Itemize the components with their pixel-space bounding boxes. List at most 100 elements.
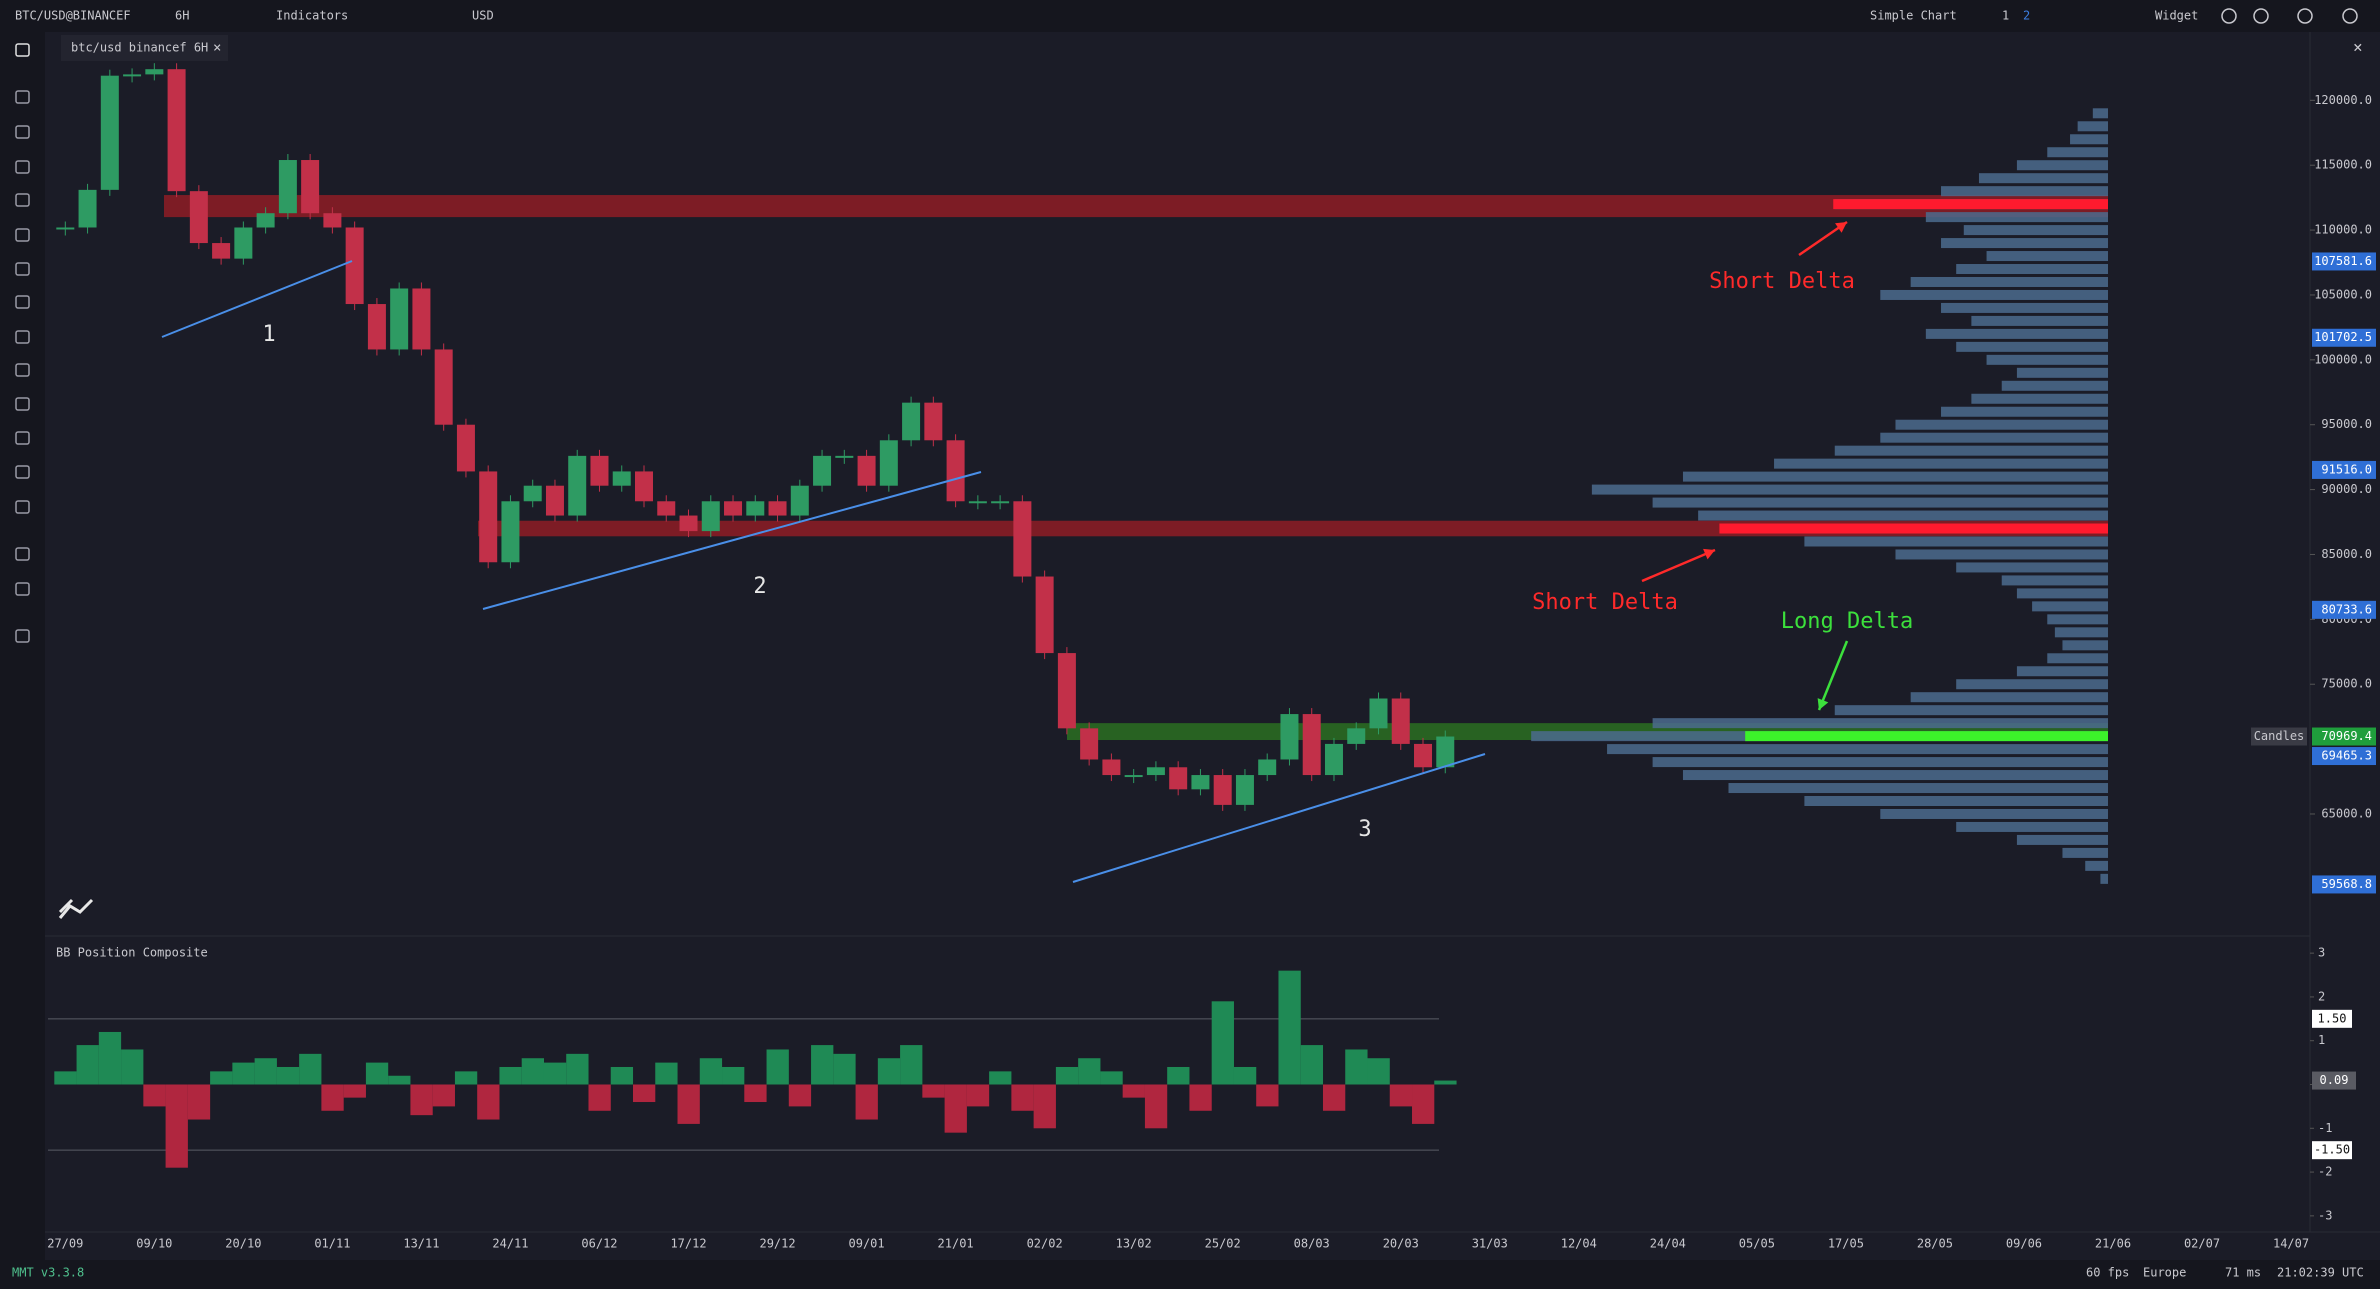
oscillator-bar (744, 1084, 767, 1103)
toolbar-icon[interactable] (2342, 8, 2358, 24)
layout-select[interactable]: Simple Chart (1870, 9, 1957, 23)
tool-icon[interactable] (15, 90, 30, 104)
indicators-button[interactable]: Indicators (276, 9, 348, 23)
volume-profile-bar (1941, 238, 2108, 249)
candle (167, 69, 186, 192)
volume-profile-bar (1956, 562, 2108, 573)
tool-icon[interactable] (15, 43, 30, 57)
currency[interactable]: USD (472, 9, 494, 23)
oscillator-bar (944, 1084, 967, 1133)
tool-icon[interactable] (15, 330, 30, 344)
band-tag (2312, 1009, 2352, 1028)
price-tag-label: 80733.6 (2321, 602, 2372, 616)
oscillator-bar (254, 1058, 277, 1085)
oscillator-bar (1078, 1058, 1101, 1085)
tool-icon[interactable] (15, 193, 30, 207)
tool-icon[interactable] (15, 262, 30, 276)
tool-icon[interactable] (15, 160, 30, 174)
tool-icon[interactable] (15, 500, 30, 514)
tool-icon[interactable] (15, 547, 30, 561)
volume-profile-bar (1682, 770, 2108, 781)
tool-icon[interactable] (15, 228, 30, 242)
arrow-head (1835, 222, 1847, 233)
oscillator-bar (588, 1084, 611, 1111)
region[interactable]: Europe (2143, 1266, 2186, 1280)
tool-icon[interactable] (15, 629, 30, 643)
tab-title[interactable]: btc/usd binancef 6H (71, 41, 208, 55)
volume-profile-bar (1652, 757, 2108, 768)
toolbar-icon[interactable] (2253, 8, 2269, 24)
oscillator-bar (365, 1062, 389, 1085)
price-tag (2312, 600, 2376, 619)
tab-close[interactable]: × (213, 40, 221, 56)
tool-icon[interactable] (15, 582, 30, 596)
layout-1[interactable]: 1 (2002, 9, 2009, 23)
oscillator-bar (1300, 1045, 1324, 1085)
oscillator-bar (855, 1084, 878, 1120)
volume-profile-bar (2047, 614, 2108, 625)
x-tick-label: 29/12 (759, 1237, 795, 1251)
tool-icon[interactable] (15, 431, 30, 445)
tool-icon[interactable] (15, 363, 30, 377)
candle (568, 455, 587, 516)
band-tag (2312, 1141, 2352, 1160)
candle (813, 455, 832, 486)
oscillator-bar (1055, 1066, 1079, 1085)
oscillator-bar (232, 1062, 255, 1085)
tool-icon[interactable] (15, 295, 30, 309)
oscillator-bar (276, 1066, 300, 1085)
candle (278, 160, 297, 214)
y-tick-label: 75000.0 (2321, 677, 2372, 691)
oscillator-bar (1189, 1084, 1212, 1111)
oscillator-bar (210, 1071, 233, 1085)
candle (746, 501, 765, 516)
tool-icon[interactable] (15, 125, 30, 139)
price-tag (2312, 252, 2376, 271)
x-tick-label: 24/11 (492, 1237, 528, 1251)
volume-profile-bar (1880, 432, 2108, 443)
zone (478, 520, 2108, 537)
tool-icon[interactable] (15, 465, 30, 479)
band-tag-label: 1.50 (2318, 1011, 2347, 1025)
volume-profile-bar (2062, 847, 2108, 858)
layout-2[interactable]: 2 (2023, 9, 2030, 23)
y-tick-label: 1 (2318, 1033, 2325, 1047)
candle (1102, 759, 1121, 776)
x-tick-label: 02/07 (2184, 1237, 2220, 1251)
volume-profile-bar (1956, 264, 2108, 275)
x-tick-label: 08/03 (1294, 1237, 1330, 1251)
arrow (1817, 640, 1849, 711)
top-toolbar (0, 0, 2380, 32)
oscillator-bar (833, 1053, 856, 1085)
candle (367, 304, 386, 350)
candle (78, 189, 97, 228)
volume-profile-bar (1804, 796, 2108, 807)
oscillator-bar (54, 1071, 77, 1085)
close-button[interactable]: × (2353, 38, 2363, 57)
tool-icon[interactable] (15, 397, 30, 411)
oscillator-bar (699, 1058, 723, 1085)
candle (1280, 714, 1299, 760)
volume-profile-bar (1910, 692, 2108, 703)
price-tag-label: 69465.3 (2321, 749, 2372, 763)
oscillator-bar (677, 1084, 700, 1124)
oscillator-bar (766, 1049, 789, 1085)
oscillator-bar (788, 1084, 812, 1107)
volume-profile-bar (2001, 380, 2108, 391)
widget-button[interactable]: Widget (2155, 9, 2198, 23)
tab[interactable] (61, 35, 228, 61)
volume-profile-bar (1956, 679, 2108, 690)
last-price-tag-label: 70969.4 (2321, 729, 2372, 743)
volume-profile-bar (1682, 471, 2108, 482)
timeframe[interactable]: 6H (175, 9, 189, 23)
candle (634, 471, 653, 502)
symbol[interactable]: BTC/USD@BINANCEF (15, 9, 131, 23)
toolbar-icon[interactable] (2297, 8, 2313, 24)
x-tick-label: 05/05 (1739, 1237, 1775, 1251)
volume-profile-bar (1941, 302, 2108, 313)
toolbar-icon[interactable] (2221, 8, 2237, 24)
volume-profile-bar (1941, 186, 2108, 197)
volume-profile-bar (1971, 315, 2108, 326)
x-tick-label: 31/03 (1472, 1237, 1508, 1251)
candle (234, 227, 253, 259)
